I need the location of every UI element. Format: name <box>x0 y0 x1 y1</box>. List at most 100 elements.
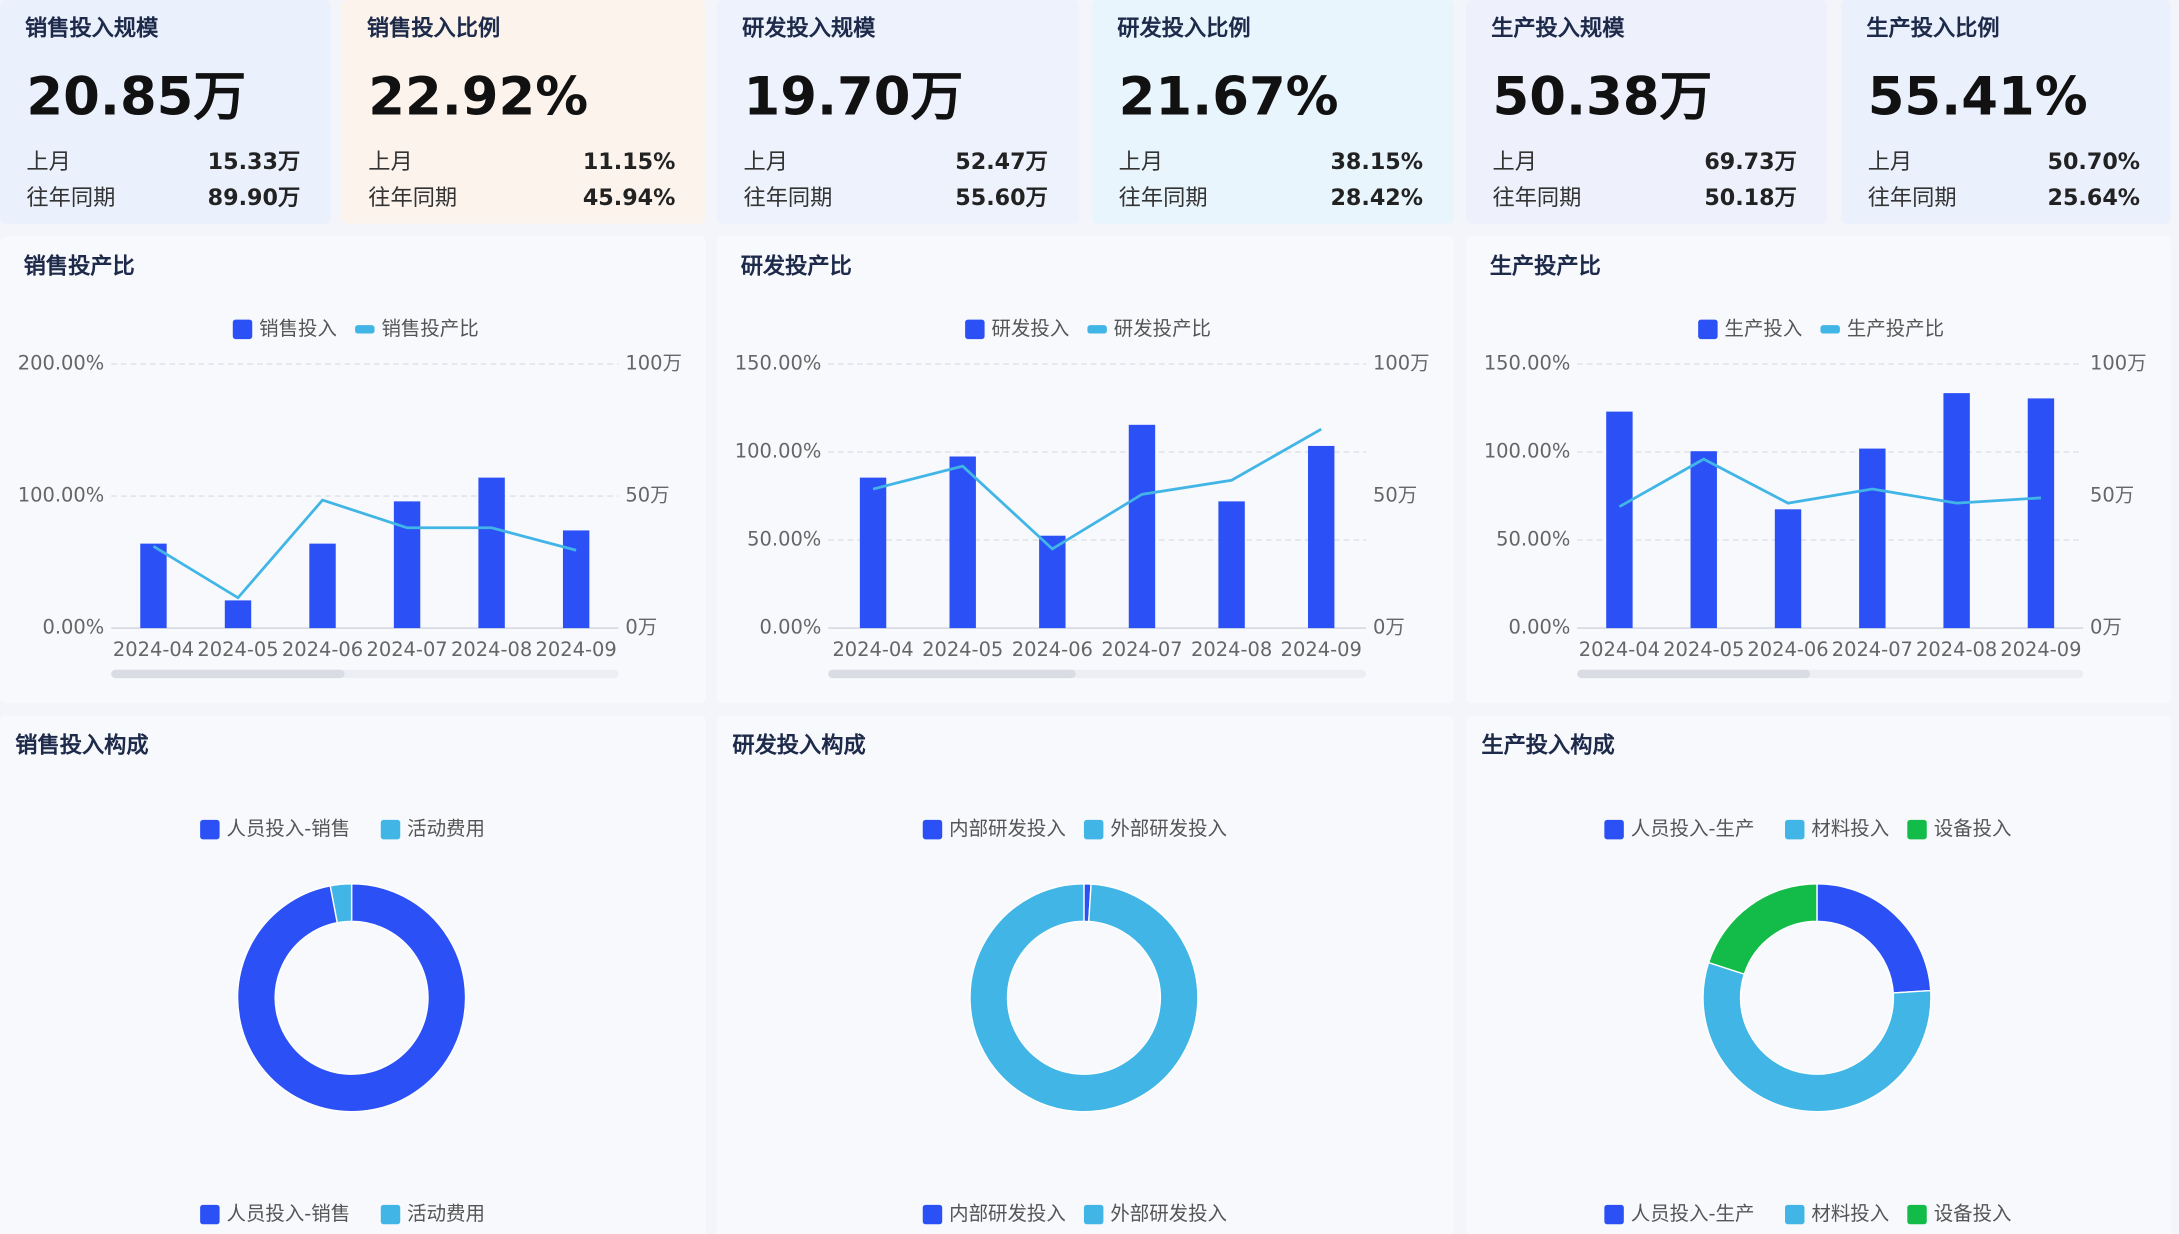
x-tick-label: 2024-05 <box>922 638 1003 661</box>
legend-swatch <box>1907 819 1927 840</box>
legend-label: 销售投入 <box>259 317 337 340</box>
legend-label: 销售投产比 <box>381 317 478 340</box>
kpi-label: 上月 <box>743 149 787 175</box>
legend-label: 设备投入 <box>1934 1202 2012 1225</box>
legend-swatch <box>922 819 943 840</box>
x-tick-label: 2024-09 <box>536 638 617 661</box>
kpi-sub-value: 15.33万 <box>208 149 301 175</box>
legend-swatch <box>1087 325 1107 334</box>
chart-panel <box>1466 236 2171 704</box>
x-tick-label: 2024-07 <box>1101 638 1182 661</box>
chart-title: 研发投入构成 <box>732 732 865 759</box>
x-tick-label: 2024-06 <box>1012 638 1093 661</box>
y2-tick-label: 50万 <box>1373 484 1417 507</box>
kpi-card <box>1841 0 2171 224</box>
kpi-value: 50.38万 <box>1492 67 1712 128</box>
legend-swatch <box>355 325 375 334</box>
chart-title: 研发投产比 <box>741 252 852 279</box>
y2-tick-label: 0万 <box>625 616 657 639</box>
legend-swatch <box>1083 819 1104 840</box>
y-tick-label: 150.00% <box>735 352 821 375</box>
line <box>872 428 1322 551</box>
legend-swatch <box>380 819 401 840</box>
legend-label: 人员投入-销售 <box>227 817 351 840</box>
chart-panel <box>717 236 1454 704</box>
legend-label: 材料投入 <box>1811 817 1889 840</box>
legend-swatch <box>1907 1204 1927 1225</box>
x-tick-label: 2024-04 <box>113 638 194 661</box>
kpi-title: 生产投入规模 <box>1491 15 1625 42</box>
legend-label: 内部研发投入 <box>949 1202 1066 1225</box>
y-tick-label: 50.00% <box>1496 528 1570 551</box>
kpi-card <box>717 0 1079 224</box>
x-tick-label: 2024-09 <box>2000 638 2081 661</box>
kpi-label: 上月 <box>368 149 412 175</box>
y2-tick-label: 50万 <box>2090 484 2134 507</box>
zoom-handle <box>828 669 1076 679</box>
y-tick-label: 150.00% <box>1484 352 1570 375</box>
kpi-value: 22.92% <box>368 67 588 128</box>
bar <box>393 501 421 629</box>
chart-panel <box>1466 715 2171 1234</box>
chart-title: 销售投产比 <box>24 252 135 279</box>
legend-label: 材料投入 <box>1811 1202 1889 1225</box>
legend-swatch <box>200 819 220 840</box>
zoom-handle <box>1577 669 1810 679</box>
kpi-card <box>341 0 706 224</box>
kpi-label: 上月 <box>26 149 70 175</box>
y2-tick-label: 100万 <box>625 352 682 375</box>
bar <box>562 530 590 629</box>
legend-label: 活动费用 <box>407 817 485 840</box>
y-tick-label: 200.00% <box>18 352 104 375</box>
kpi-sub-value: 38.15% <box>1330 149 1423 175</box>
kpi-label: 往年同期 <box>743 185 832 211</box>
bar <box>1606 411 1633 629</box>
kpi-sub-value: 45.94% <box>583 185 676 211</box>
legend-label: 人员投入-生产 <box>1631 817 1755 840</box>
bar <box>2027 398 2055 629</box>
donut-slice <box>1702 961 1932 1113</box>
chart-title: 销售投入构成 <box>15 732 148 759</box>
legend-label: 设备投入 <box>1934 817 2012 840</box>
x-tick-label: 2024-09 <box>1281 638 1362 661</box>
bar <box>859 477 887 629</box>
kpi-value: 20.85万 <box>26 67 246 128</box>
kpi-title: 研发投入比例 <box>1117 15 1250 42</box>
chart-panel <box>0 715 706 1234</box>
legend-swatch <box>1785 1204 1805 1225</box>
y-tick-label: 0.00% <box>42 616 104 639</box>
x-tick-label: 2024-07 <box>366 638 447 661</box>
legend-swatch <box>1698 319 1718 340</box>
bar <box>1218 501 1245 629</box>
legend-label: 人员投入-生产 <box>1631 1202 1755 1225</box>
legend-swatch <box>200 1204 220 1225</box>
kpi-sub-value: 25.64% <box>2048 185 2141 211</box>
kpi-value: 21.67% <box>1119 67 1339 128</box>
bar <box>309 543 336 629</box>
x-tick-label: 2024-04 <box>1579 638 1660 661</box>
bar <box>224 600 252 629</box>
kpi-sub-value: 52.47万 <box>955 149 1048 175</box>
kpi-value: 19.70万 <box>743 67 963 128</box>
kpi-sub-value: 50.70% <box>2048 149 2141 175</box>
y2-tick-label: 0万 <box>2090 616 2122 639</box>
bar <box>1128 424 1156 629</box>
legend-label: 人员投入-销售 <box>227 1202 351 1225</box>
chart-panel <box>0 236 706 704</box>
y-tick-label: 100.00% <box>1484 440 1570 463</box>
x-tick-label: 2024-07 <box>1832 638 1913 661</box>
kpi-label: 往年同期 <box>1868 185 1957 211</box>
x-tick-label: 2024-04 <box>832 638 913 661</box>
legend-label: 研发投入 <box>992 317 1070 340</box>
kpi-value: 55.41% <box>1868 67 2088 128</box>
donut-slice <box>329 883 353 924</box>
kpi-title: 研发投入规模 <box>742 15 876 42</box>
line <box>1618 457 2042 508</box>
x-tick-label: 2024-05 <box>197 638 278 661</box>
x-tick-label: 2024-05 <box>1663 638 1744 661</box>
y2-tick-label: 100万 <box>1373 352 1430 375</box>
x-tick-label: 2024-08 <box>451 638 532 661</box>
kpi-sub-value: 55.60万 <box>955 185 1048 211</box>
y-tick-label: 0.00% <box>1509 616 1571 639</box>
